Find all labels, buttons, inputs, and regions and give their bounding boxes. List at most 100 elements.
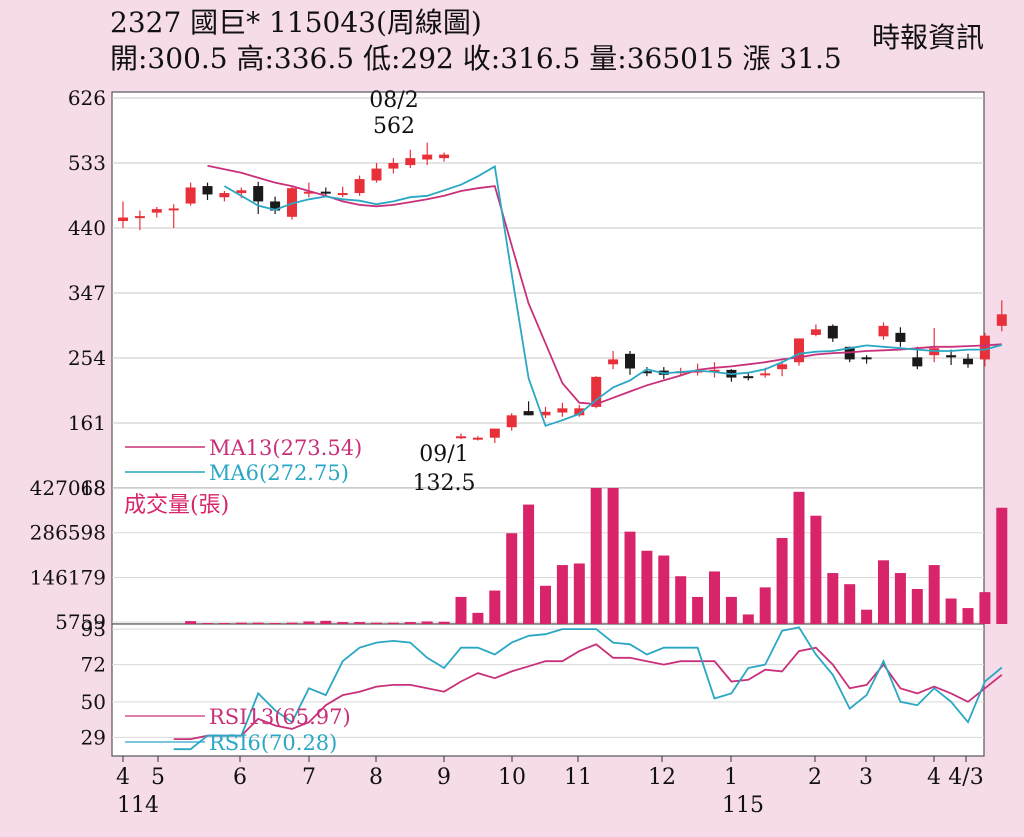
candle-body: [827, 325, 838, 339]
volume-bar: [827, 573, 839, 624]
volume-bar: [540, 585, 551, 624]
volume-bar: [185, 621, 197, 624]
candle-body: [337, 193, 348, 196]
candle-body: [456, 436, 466, 439]
candle-body: [253, 186, 264, 202]
volume-bar: [489, 590, 501, 624]
source-label: 時報資訊: [871, 21, 984, 54]
x-tick-label: 4: [927, 765, 941, 790]
rsi-tick-label: 93: [81, 617, 106, 641]
rsi-tick-label: 29: [81, 725, 106, 749]
candle-body: [760, 373, 771, 376]
candle-body: [388, 163, 399, 169]
candle-body: [472, 437, 483, 440]
price-tick-label: 347: [68, 281, 106, 305]
candle-body: [946, 355, 957, 358]
volume-bar: [371, 622, 382, 624]
volume-bar: [675, 576, 687, 624]
volume-bar: [455, 596, 467, 624]
candle-body: [523, 411, 534, 416]
volume-tick-label: 5759: [55, 610, 106, 634]
candle-body: [287, 188, 297, 217]
volume-bar: [641, 550, 653, 624]
candle-body: [625, 353, 635, 369]
candle-body: [574, 408, 585, 416]
volume-bar: [506, 533, 518, 624]
ma6-line: [223, 165, 1003, 427]
ma13-line: [207, 164, 1002, 406]
chart-title: 2327 國巨* 115043(周線圖): [110, 6, 482, 39]
volume-tick-label: 146179: [30, 565, 106, 589]
volume-bar: [337, 622, 349, 624]
volume-bar: [286, 622, 298, 624]
volume-bar: [844, 584, 856, 624]
candle-body: [861, 357, 872, 360]
candle-body: [439, 154, 450, 159]
volume-bar: [590, 488, 602, 624]
price-stats: 開:300.5 高:336.5 低:292 收:316.5 量:365015 漲…: [110, 42, 842, 75]
candle-body: [608, 359, 619, 365]
volume-bar: [996, 507, 1008, 624]
volume-bar: [709, 571, 720, 624]
volume-panel-label: 成交量(張): [124, 493, 229, 518]
rsi-panel: [111, 623, 985, 757]
candle-body: [422, 154, 433, 160]
high-value-label: 562: [373, 114, 415, 139]
x-tick-label: 11: [564, 765, 592, 790]
candle-body: [743, 376, 754, 379]
volume-bar: [658, 555, 670, 624]
volume-bar: [962, 608, 974, 624]
volume-bar: [776, 538, 788, 624]
price-tick-label: 254: [68, 346, 106, 370]
volume-tick-label: 286598: [30, 521, 106, 545]
x-tick-label: 2: [808, 765, 822, 790]
rsi-tick-label: 72: [81, 653, 106, 677]
volume-bar: [878, 560, 889, 624]
ma13-legend-label: MA13(273.54): [209, 436, 362, 460]
candle-body: [405, 158, 416, 166]
volume-bar: [202, 623, 213, 625]
volume-bar: [235, 622, 247, 624]
x-tick-label: 10: [498, 765, 526, 790]
price-tick-label: 161: [68, 411, 106, 435]
volume-bar: [759, 587, 771, 624]
volume-bar: [387, 622, 399, 624]
low-value-label: 132.5: [413, 471, 476, 496]
year-label-115: 115: [722, 793, 764, 818]
volume-bar: [523, 504, 535, 624]
candle-body: [168, 208, 179, 211]
volume-bar: [979, 592, 991, 624]
candle-body: [641, 371, 652, 374]
price-panel: [111, 91, 985, 489]
rsi13-line: [173, 643, 1003, 740]
candle-body: [270, 201, 281, 211]
rsi13-legend-label: RSI13(65.97): [209, 705, 351, 729]
candle-body: [118, 217, 128, 222]
price-tick-label: 626: [68, 86, 106, 110]
ma6-legend-label: MA6(272.75): [209, 461, 349, 485]
candle-body: [506, 415, 517, 428]
x-tick-label: 1: [724, 765, 738, 790]
candle-body: [540, 411, 551, 416]
volume-bar: [894, 573, 906, 624]
x-tick-label: 6: [233, 765, 247, 790]
candle-body: [151, 209, 162, 213]
volume-bar: [928, 565, 940, 624]
volume-bar: [252, 622, 264, 624]
volume-bar: [810, 515, 822, 624]
x-tick-label: 7: [302, 765, 316, 790]
volume-bar: [692, 596, 704, 624]
candle-body: [489, 428, 500, 438]
rsi6-line: [173, 626, 1003, 751]
candle-body: [219, 193, 230, 198]
candle-body: [912, 357, 923, 367]
volume-bar: [438, 621, 450, 624]
candle-body: [794, 338, 804, 363]
volume-bar: [742, 614, 754, 624]
candle-body: [996, 314, 1007, 326]
price-tick-label: 68: [81, 476, 106, 500]
price-tick-label: 440: [68, 216, 106, 240]
candle-body: [371, 168, 382, 181]
volume-bar: [607, 488, 619, 624]
